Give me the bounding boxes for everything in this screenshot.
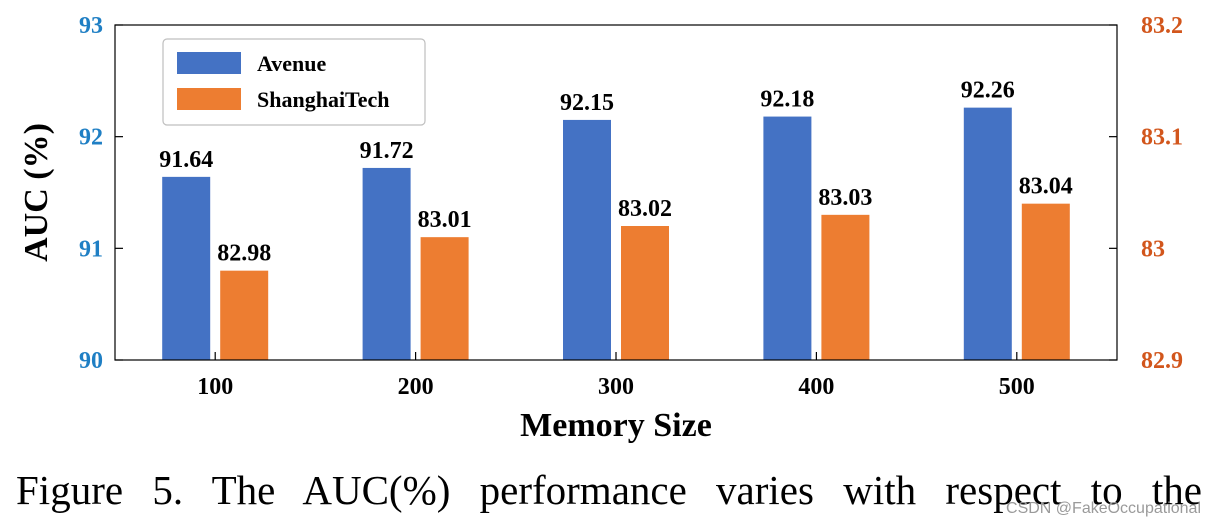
chart: 91.64 82.98 91.72 83.01 92.15 83.02 92.18 83.03… [18, 13, 1183, 444]
bar-avenue-200 [362, 167, 411, 360]
x-tick-label-100: 100 [197, 374, 233, 400]
bar-avenue-300 [563, 119, 611, 361]
y-left-tick-label: 93 [79, 13, 103, 39]
x-axis-title: Memory Size [520, 407, 712, 444]
legend-label-shanghaitech: ShanghaiTech [257, 87, 389, 112]
value-label-shanghaitech-200: 83.01 [418, 207, 472, 233]
bar-avenue-400 [763, 116, 812, 360]
ticks-layer: 100 200 300 400 500 90 91 92 93 82.9 83 83.1 83.2 [79, 13, 1183, 400]
x-tick-label-200: 200 [398, 374, 434, 400]
value-label-avenue-200: 91.72 [360, 138, 414, 164]
value-label-avenue-100: 91.64 [159, 147, 213, 173]
bar-avenue-500 [963, 107, 1012, 360]
bars-layer [162, 107, 1070, 361]
bar-avenue-100 [162, 176, 211, 360]
value-label-avenue-300: 92.15 [560, 90, 614, 116]
y-left-tick-label: 92 [79, 125, 103, 151]
value-label-shanghaitech-500: 83.04 [1019, 174, 1073, 200]
figure-caption: Figure 5. The AUC(%) performance varies … [16, 467, 1202, 513]
value-label-avenue-500: 92.26 [961, 78, 1015, 104]
value-label-shanghaitech-400: 83.03 [818, 185, 872, 211]
legend-label-avenue: Avenue [257, 51, 326, 76]
legend: Avenue ShanghaiTech [162, 38, 426, 126]
bar-shanghaitech-400 [821, 214, 870, 360]
y-axis-title: AUC (%) [18, 123, 55, 262]
bar-shanghaitech-200 [420, 237, 469, 360]
value-label-shanghaitech-300: 83.02 [618, 196, 672, 222]
bar-shanghaitech-500 [1021, 203, 1070, 360]
bar-shanghaitech-300 [621, 226, 669, 360]
y-right-tick-label: 82.9 [1141, 348, 1183, 374]
x-tick-label-400: 400 [798, 374, 834, 400]
watermark: CSDN @FakeOccupational [1006, 500, 1201, 517]
bar-shanghaitech-100 [220, 270, 269, 360]
x-tick-label-500: 500 [999, 374, 1035, 400]
value-label-avenue-400: 92.18 [760, 87, 814, 113]
y-left-tick-label: 90 [79, 348, 103, 374]
y-left-tick-label: 91 [79, 236, 103, 262]
legend-swatch-avenue [177, 52, 241, 74]
legend-swatch-shanghaitech [177, 88, 241, 110]
y-right-tick-label: 83 [1141, 236, 1165, 262]
value-labels-layer: 91.64 82.98 91.72 83.01 92.15 83.02 92.18 83.03… [159, 78, 1073, 267]
y-right-tick-label: 83.2 [1141, 13, 1183, 39]
value-label-shanghaitech-100: 82.98 [217, 241, 271, 267]
x-tick-label-300: 300 [598, 374, 634, 400]
y-right-tick-label: 83.1 [1141, 125, 1183, 151]
